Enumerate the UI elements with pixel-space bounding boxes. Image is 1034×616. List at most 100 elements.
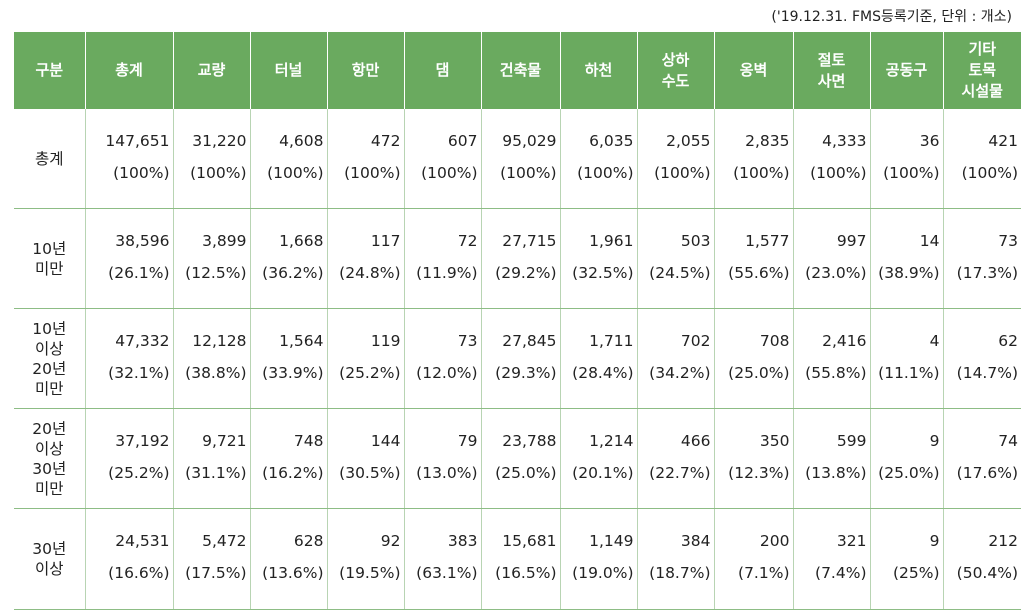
cell-percent: (25%) <box>892 564 940 582</box>
header-label: 하천 <box>584 61 613 79</box>
cell-percent: (33.9%) <box>262 364 324 382</box>
header-label: 터널 <box>274 61 303 79</box>
unit-note: ('19.12.31. FMS등록기준, 단위 : 개소) <box>771 9 1012 25</box>
cell-percent: (100%) <box>883 164 940 182</box>
table-cell: 472 (100%) <box>326 109 404 209</box>
cell-count: 708 <box>759 332 790 350</box>
cell-percent: (34.2%) <box>649 364 711 382</box>
table-cell: 748 (16.2%) <box>249 408 327 509</box>
table-cell: 6,035 (100%) <box>559 109 637 209</box>
header-label: 상하 수도 <box>661 50 690 90</box>
table-cell: 5,472 (17.5%) <box>172 508 250 610</box>
cell-percent: (25.2%) <box>108 464 170 482</box>
cell-percent: (24.5%) <box>649 264 711 282</box>
cell-percent: (100%) <box>733 164 790 182</box>
table-cell: 72 (11.9%) <box>403 208 481 309</box>
table-cell: 95,029 (100%) <box>480 109 560 209</box>
cell-percent: (32.1%) <box>108 364 170 382</box>
cell-count: 74 <box>998 432 1018 450</box>
cell-percent: (16.2%) <box>262 464 324 482</box>
cell-percent: (18.7%) <box>649 564 711 582</box>
cell-percent: (16.6%) <box>108 564 170 582</box>
cell-count: 1,577 <box>745 232 790 250</box>
cell-count: 95,029 <box>502 132 557 150</box>
table-cell: 2,416 (55.8%) <box>792 308 870 409</box>
table-cell: 38,596 (26.1%) <box>84 208 173 309</box>
cell-count: 9 <box>929 532 940 550</box>
cell-count: 2,835 <box>745 132 790 150</box>
row-label: 20년 이상 30년 미만 <box>14 408 85 509</box>
table-cell: 607 (100%) <box>403 109 481 209</box>
cell-percent: (29.2%) <box>495 264 557 282</box>
header-label: 총계 <box>115 61 143 79</box>
table-cell: 117 (24.8%) <box>326 208 404 309</box>
header-label: 항만 <box>351 61 380 79</box>
cell-percent: (55.8%) <box>805 364 867 382</box>
cell-count: 38,596 <box>115 232 170 250</box>
cell-percent: (36.2%) <box>262 264 324 282</box>
cell-count: 147,651 <box>105 132 170 150</box>
cell-percent: (17.5%) <box>185 564 247 582</box>
table-cell: 321 (7.4%) <box>792 508 870 610</box>
cell-percent: (100%) <box>654 164 711 182</box>
cell-percent: (25.2%) <box>339 364 401 382</box>
cell-count: 421 <box>988 132 1018 150</box>
table-cell: 24,531 (16.6%) <box>84 508 173 610</box>
cell-count: 92 <box>380 532 401 550</box>
cell-count: 9,721 <box>202 432 247 450</box>
cell-count: 2,055 <box>666 132 711 150</box>
table-row: 총계 147,651 (100%) 31,220 (100%) 4,608 (100%) 47… <box>14 109 1021 209</box>
table-cell: 702 (34.2%) <box>636 308 714 409</box>
cell-count: 321 <box>836 532 867 550</box>
header-cell-building: 건축물 <box>480 32 560 109</box>
cell-count: 144 <box>370 432 401 450</box>
table-row: 30년 이상 24,531 (16.6%) 5,472 (17.5%) 628 (13.6%… <box>14 508 1021 610</box>
cell-percent: (50.4%) <box>956 564 1018 582</box>
cell-percent: (100%) <box>344 164 401 182</box>
cell-count: 27,715 <box>502 232 557 250</box>
cell-count: 4,608 <box>279 132 324 150</box>
table-cell: 14 (38.9%) <box>869 208 943 309</box>
table-cell: 1,961 (32.5%) <box>559 208 637 309</box>
cell-percent: (100%) <box>267 164 324 182</box>
cell-percent: (30.5%) <box>339 464 401 482</box>
table-cell: 62 (14.7%) <box>942 308 1021 409</box>
cell-percent: (12.5%) <box>185 264 247 282</box>
row-label: 총계 <box>14 109 85 209</box>
table-cell: 212 (50.4%) <box>942 508 1021 610</box>
cell-percent: (32.5%) <box>572 264 634 282</box>
cell-percent: (23.0%) <box>805 264 867 282</box>
table-cell: 119 (25.2%) <box>326 308 404 409</box>
cell-percent: (13.8%) <box>805 464 867 482</box>
cell-count: 748 <box>293 432 324 450</box>
cell-percent: (29.3%) <box>495 364 557 382</box>
cell-percent: (17.6%) <box>956 464 1018 482</box>
cell-count: 14 <box>919 232 940 250</box>
table-cell: 27,715 (29.2%) <box>480 208 560 309</box>
cell-count: 9 <box>929 432 940 450</box>
cell-count: 24,531 <box>115 532 170 550</box>
table-row: 20년 이상 30년 미만 37,192 (25.2%) 9,721 (31.1%) 74… <box>14 408 1021 509</box>
header-cell-category: 구분 <box>14 32 85 109</box>
row-label: 10년 미만 <box>14 208 85 309</box>
table-cell: 2,055 (100%) <box>636 109 714 209</box>
table-cell: 92 (19.5%) <box>326 508 404 610</box>
cell-count: 383 <box>447 532 478 550</box>
cell-percent: (28.4%) <box>572 364 634 382</box>
header-cell-water-sewer: 상하 수도 <box>636 32 714 109</box>
cell-count: 36 <box>919 132 940 150</box>
table-cell: 15,681 (16.5%) <box>480 508 560 610</box>
table-cell: 147,651 (100%) <box>84 109 173 209</box>
cell-percent: (20.1%) <box>572 464 634 482</box>
cell-count: 12,128 <box>192 332 247 350</box>
cell-count: 79 <box>457 432 478 450</box>
cell-percent: (14.7%) <box>956 364 1018 382</box>
cell-percent: (25.0%) <box>728 364 790 382</box>
cell-percent: (55.6%) <box>728 264 790 282</box>
table-cell: 12,128 (38.8%) <box>172 308 250 409</box>
cell-count: 200 <box>759 532 790 550</box>
cell-percent: (31.1%) <box>185 464 247 482</box>
cell-percent: (19.0%) <box>572 564 634 582</box>
cell-count: 72 <box>457 232 478 250</box>
cell-percent: (100%) <box>421 164 478 182</box>
